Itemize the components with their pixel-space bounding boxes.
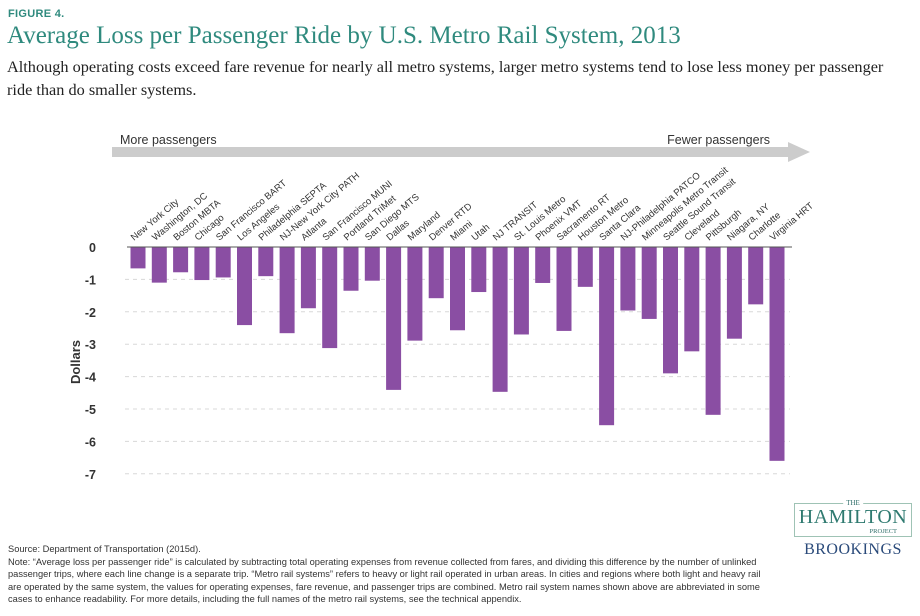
bar — [450, 247, 465, 331]
bar — [620, 247, 636, 311]
logo-brookings: BROOKINGS — [804, 541, 902, 558]
bar — [535, 247, 551, 283]
bar — [407, 247, 423, 341]
bar — [471, 247, 487, 293]
bar — [343, 247, 359, 291]
bar — [428, 247, 444, 299]
passenger-arrow: More passengers Fewer passengers — [112, 133, 810, 162]
bar — [237, 247, 252, 326]
hamilton-logo-box: THE HAMILTON PROJECT — [794, 499, 912, 537]
arrow-left-label: More passengers — [120, 133, 217, 147]
y-axis-label: Dollars — [68, 340, 83, 384]
y-tick-label: -4 — [85, 371, 96, 385]
bar — [173, 247, 189, 273]
gridlines — [125, 278, 790, 475]
figure-label: FIGURE 4. — [8, 8, 65, 20]
y-tick-label: -2 — [85, 306, 96, 320]
bar — [663, 247, 678, 374]
bar — [322, 247, 338, 349]
y-tick-label: -7 — [85, 468, 96, 482]
arrow-head — [788, 142, 810, 162]
bar — [300, 247, 316, 309]
bar — [215, 247, 231, 278]
bar — [577, 247, 593, 287]
chart-subtitle: Although operating costs exceed fare rev… — [7, 57, 884, 99]
bar — [726, 247, 742, 339]
bar — [769, 247, 785, 461]
bar — [492, 247, 508, 392]
bar — [194, 247, 210, 281]
bar — [364, 247, 380, 281]
bar — [705, 247, 721, 415]
y-tick-label: -1 — [85, 273, 96, 287]
logo-hamilton: HAMILTON — [798, 506, 908, 528]
arrow-right-label: Fewer passengers — [667, 133, 770, 147]
bar — [748, 247, 764, 305]
bars — [130, 247, 785, 461]
logo-the: THE — [843, 499, 863, 507]
y-tick-label: -6 — [85, 435, 96, 449]
y-tick-label: 0 — [89, 241, 96, 255]
bar — [130, 247, 146, 269]
hamilton-brookings-logo: THE HAMILTON PROJECT BROOKINGS — [790, 499, 916, 559]
footnotes: Source: Department of Transportation (20… — [8, 543, 768, 606]
bar — [684, 247, 700, 352]
bar — [386, 247, 402, 390]
y-tick-label: -3 — [85, 338, 96, 352]
bar — [513, 247, 529, 335]
y-tick-label: -5 — [85, 403, 96, 417]
bar — [151, 247, 167, 283]
bar — [258, 247, 274, 277]
bar — [556, 247, 572, 331]
y-axis-ticks: 0 -1 -2 -3 -4 -5 -6 -7 — [85, 241, 96, 482]
chart-title: Average Loss per Passenger Ride by U.S. … — [7, 22, 681, 49]
arrow-shaft — [112, 147, 792, 157]
bar — [599, 247, 615, 426]
source-text: Source: Department of Transportation (20… — [8, 544, 201, 554]
bar — [641, 247, 657, 319]
bar — [279, 247, 295, 334]
note-text: Note: “Average loss per passenger ride” … — [8, 556, 761, 605]
logo-project: PROJECT — [869, 528, 897, 535]
